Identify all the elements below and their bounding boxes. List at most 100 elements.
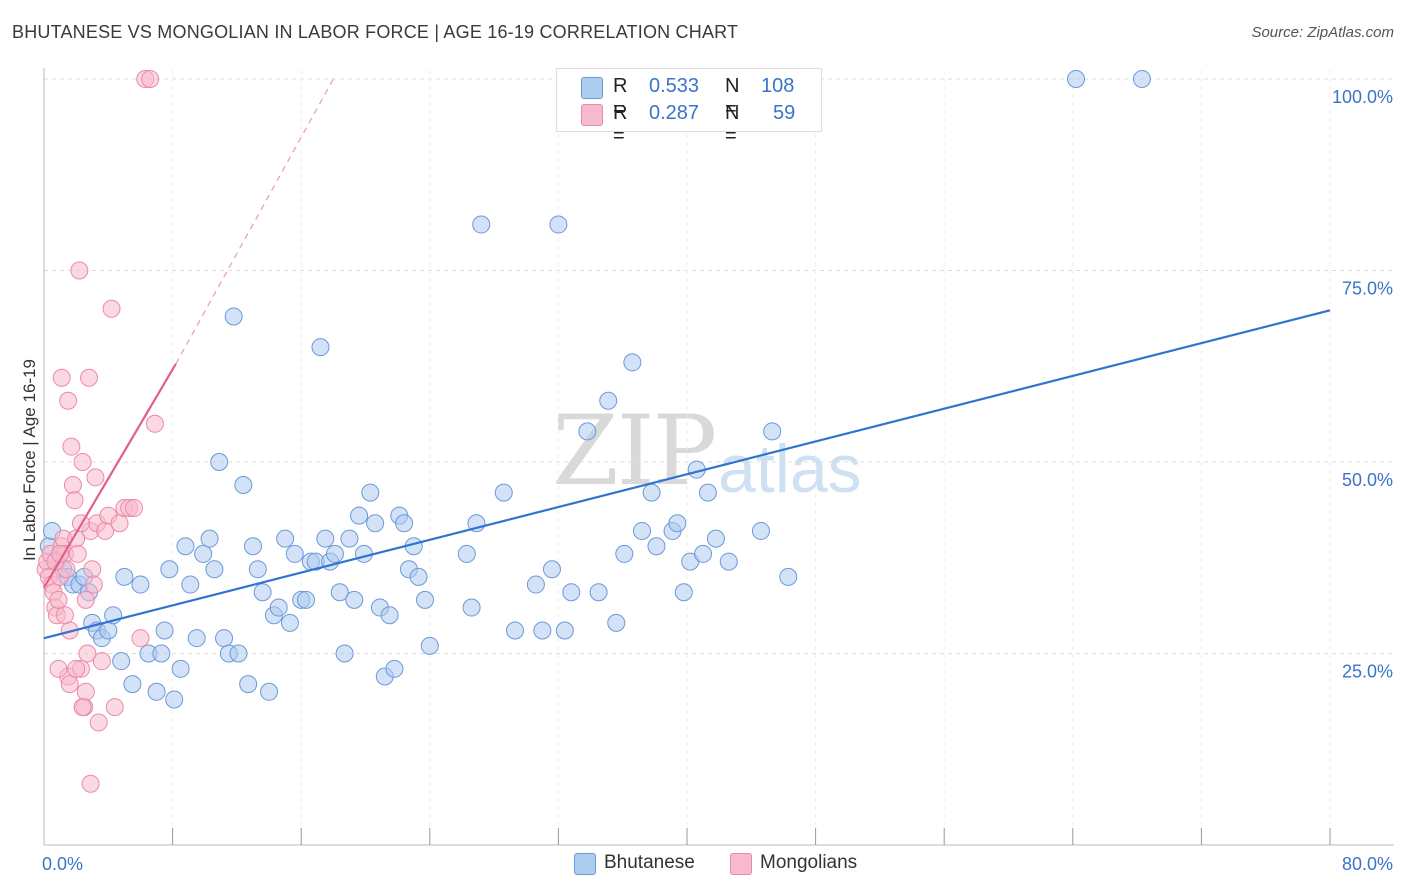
bhutanese-point: [763, 422, 782, 441]
mongolian-point: [63, 475, 82, 494]
bhutanese-point: [457, 544, 476, 563]
bhutanese-point: [253, 583, 272, 602]
bhutanese-point: [526, 575, 545, 594]
bhutanese-point: [415, 590, 434, 609]
stats-legend: R = 0.533 N = 108 R = 0.287 N = 59: [556, 68, 822, 147]
n-value: 59: [773, 102, 796, 124]
mongolian-point: [67, 659, 86, 678]
mongolian-point: [65, 491, 84, 510]
bhutanese-point: [719, 552, 738, 571]
bhutanese-point: [589, 583, 608, 602]
mongolians-legend-swatch: [730, 853, 752, 875]
bhutanese-point: [1132, 70, 1151, 88]
bhutanese-point: [123, 675, 142, 694]
mongolian-point: [84, 575, 103, 594]
bhutanese-point: [647, 537, 666, 556]
bhutanese-point: [147, 682, 166, 701]
mongolian-point: [59, 391, 78, 410]
mongolian-point: [110, 514, 129, 533]
bhutanese-point: [599, 391, 618, 410]
bhutanese-point: [1067, 70, 1086, 88]
bhutanese-point: [395, 514, 414, 533]
bhutanese-point: [248, 560, 267, 579]
bhutanese-point: [205, 560, 224, 579]
source-label: Source: ZipAtlas.com: [1251, 24, 1394, 41]
mongolian-point: [49, 590, 68, 609]
mongolian-point: [70, 261, 89, 280]
bhutanese-legend-label: Bhutanese: [604, 852, 695, 873]
bhutanese-point: [115, 567, 134, 586]
bhutanese-point: [751, 521, 770, 540]
mongolian-point: [125, 498, 144, 517]
mongolian-point: [86, 468, 105, 487]
r-label: R =: [613, 102, 628, 147]
grid-layer: [44, 70, 1394, 840]
bhutanese-point: [533, 621, 552, 640]
bhutanese-point: [311, 338, 330, 357]
bhutanese-point: [354, 544, 373, 563]
r-value: 0.287: [649, 102, 700, 124]
bhutanese-point: [542, 560, 561, 579]
mongolian-point: [49, 659, 68, 678]
x-tick-label: 80.0%: [1342, 854, 1393, 874]
bhutanese-point: [345, 590, 364, 609]
mongolian-point: [80, 368, 99, 387]
bhutanese-point: [155, 621, 174, 640]
bhutanese-point: [181, 575, 200, 594]
bhutanese-point: [297, 590, 316, 609]
mongolian-point: [52, 368, 71, 387]
mongolians-legend-label: Mongolians: [760, 852, 858, 873]
trend-layer: [43, 78, 1331, 640]
bhutanese-point: [698, 483, 717, 502]
bhutanese-legend-swatch: [574, 853, 596, 875]
bhutanese-point: [330, 583, 349, 602]
bhutanese-point: [215, 629, 234, 648]
y-tick-label: 25.0%: [1342, 662, 1393, 682]
mongolian-point: [73, 453, 92, 471]
axis-layer: [43, 68, 1394, 846]
bhutanese-point: [276, 529, 295, 548]
bhutanese-point: [340, 529, 359, 548]
mongolian-point: [78, 644, 97, 663]
mongolian-point: [76, 682, 95, 701]
bhutanese-point: [366, 514, 385, 533]
bhutanese-point: [494, 483, 513, 502]
bhutanese-point: [229, 644, 248, 663]
bhutanese-point: [152, 644, 171, 663]
bhutanese-point: [224, 307, 243, 326]
bhutanese-point: [239, 675, 258, 694]
bhutanese-point: [99, 621, 118, 640]
points-layer: [36, 70, 1151, 793]
bhutanese-point: [385, 659, 404, 678]
mongolian-point: [92, 652, 111, 671]
bhutanese-point: [409, 567, 428, 586]
bhutanese-point: [260, 682, 279, 701]
mongolians-swatch: [581, 104, 603, 126]
bhutanese-point: [316, 529, 335, 548]
bhutanese-point: [325, 544, 344, 563]
y-axis-label: In Labor Force | Age 16-19: [20, 359, 39, 561]
bhutanese-point: [269, 598, 288, 617]
bhutanese-point: [642, 483, 661, 502]
bhutanese-point: [160, 560, 179, 579]
mongolian-point: [141, 70, 160, 88]
bhutanese-point: [623, 353, 642, 372]
bhutanese-point: [472, 215, 491, 234]
mongolian-point: [55, 606, 74, 625]
x-tick-label: 0.0%: [42, 854, 83, 874]
mongolian-point: [76, 590, 95, 609]
bhutanese-point: [462, 598, 481, 617]
n-label: N =: [725, 102, 740, 147]
chart-title: BHUTANESE VS MONGOLIAN IN LABOR FORCE | …: [12, 22, 739, 42]
n-value: 108: [761, 75, 795, 97]
bhutanese-point: [555, 621, 574, 640]
r-label: R =: [613, 75, 628, 120]
mongolian-point: [73, 698, 92, 717]
bhutanese-point: [380, 606, 399, 625]
bhutanese-point: [607, 613, 626, 632]
bhutanese-point: [131, 575, 150, 594]
mongolian-point: [105, 698, 124, 717]
bhutanese-swatch: [581, 77, 603, 99]
bhutanese-point: [674, 583, 693, 602]
